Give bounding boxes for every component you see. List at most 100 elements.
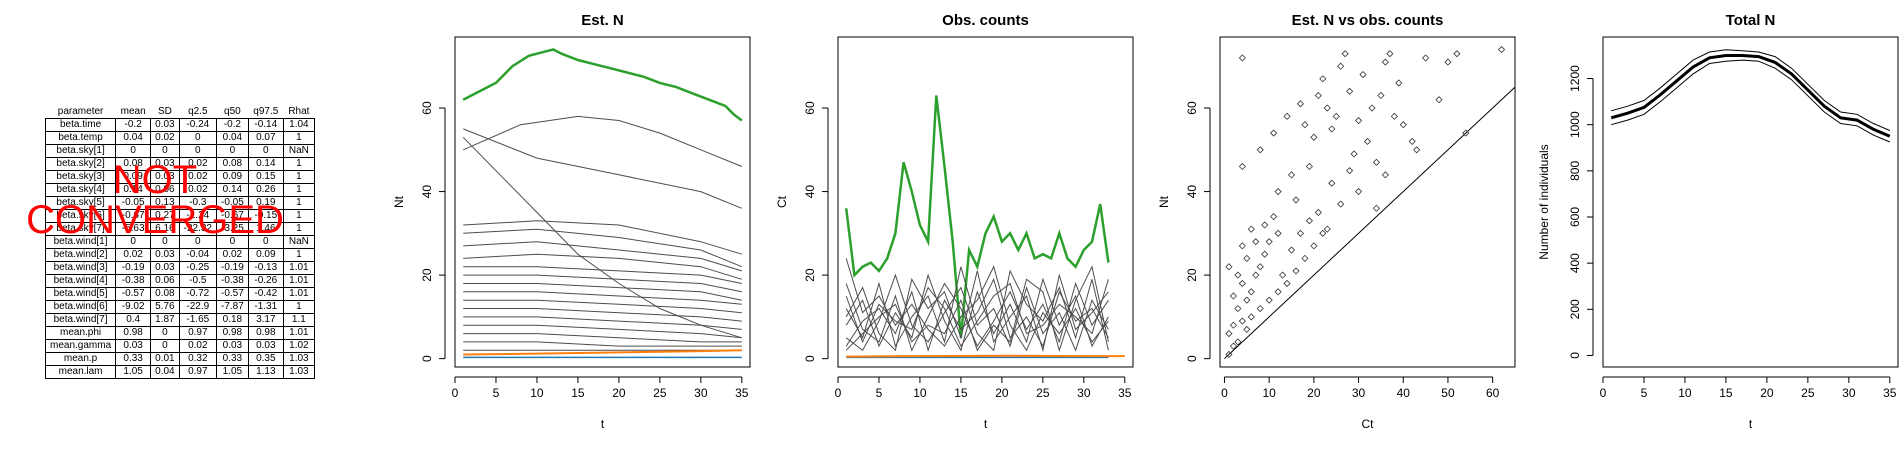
x-tick-label: 30 — [1352, 386, 1366, 400]
column-header: q2.5 — [188, 106, 208, 117]
plot-frame — [454, 36, 751, 368]
table-row: mean.lam 1.05 0.04 0.97 1.05 1.13 1.03 — [44, 365, 315, 379]
chart-title: Obs. counts — [942, 12, 1029, 29]
table-row: beta.time -0.2 0.03 -0.24 -0.2 -0.14 1.04 — [44, 118, 315, 132]
x-tick-label: 5 — [493, 386, 500, 400]
series-line — [845, 269, 1109, 352]
scatter-point — [1252, 238, 1260, 246]
scatter-point — [1341, 50, 1349, 58]
est-vs-obs-chart: Est. N vs obs. counts Ct Nt 0 10 20 30 40 50 60 0 2… — [1157, 12, 1516, 431]
scatter-point — [1229, 292, 1237, 300]
table-body: beta.time -0.2 0.03 -0.24 -0.2 -0.14 1.04 beta.… — [44, 118, 315, 379]
scatter-point — [1381, 171, 1389, 179]
mean-count-line — [463, 349, 742, 356]
series-line — [845, 265, 1109, 353]
scatter-point — [1225, 263, 1233, 271]
x-tick-label: 25 — [1801, 386, 1815, 400]
y-tick-label: 60 — [803, 101, 817, 115]
y-axis-label: Ct — [775, 195, 789, 208]
x-tick-label: 20 — [612, 386, 626, 400]
y-tick-label: 40 — [803, 185, 817, 199]
x-tick-label: 5 — [1641, 386, 1648, 400]
table-row: mean.gamma 0.03 0 0.02 0.03 0.03 1.02 — [44, 339, 315, 353]
series-line — [463, 274, 742, 293]
x-axis: 0 5 10 15 20 25 30 35 — [452, 376, 749, 400]
x-axis: 0 10 20 30 40 50 60 — [1221, 376, 1500, 400]
scatter-point — [1292, 196, 1300, 204]
column-header: parameter — [57, 106, 104, 117]
scatter-point — [1243, 296, 1251, 304]
y-tick-label: 40 — [420, 185, 434, 199]
value-cell: 0.04 — [150, 365, 180, 379]
scatter-point — [1328, 179, 1336, 187]
scatter-point — [1354, 187, 1363, 196]
x-axis-label: t — [601, 417, 605, 431]
column-header: Rhat — [288, 106, 310, 117]
series-line — [462, 115, 742, 167]
x-tick-label: 35 — [735, 386, 749, 400]
mean-line — [1610, 54, 1891, 138]
plot-frame — [1602, 36, 1899, 368]
scatter-point — [1256, 304, 1264, 313]
scatter-point — [1274, 187, 1282, 196]
scatter-point — [1243, 254, 1251, 262]
scatter-point — [1372, 204, 1381, 212]
scatter-point — [1305, 162, 1313, 171]
y-tick-label: 0 — [803, 355, 817, 362]
table-row: beta.sky[1] 0 0 0 0 0 NaN — [44, 144, 315, 158]
y-tick-label: 60 — [420, 101, 434, 115]
column-header: SD — [157, 106, 172, 117]
scatter-point — [1310, 242, 1318, 250]
scatter-point — [1247, 313, 1255, 321]
series-line — [463, 228, 742, 268]
scatter-point — [1350, 150, 1358, 158]
scatter-point — [1422, 54, 1430, 62]
scatter-point — [1346, 87, 1354, 95]
x-axis: 0 5 10 15 20 25 30 35 — [835, 376, 1132, 400]
scatter-point — [1256, 263, 1264, 271]
x-tick-label: 60 — [1486, 386, 1500, 400]
scatter-point — [1283, 279, 1291, 288]
series-line — [463, 308, 742, 322]
y-axis-label: Number of individuals — [1537, 144, 1551, 259]
x-tick-label: 10 — [1678, 386, 1692, 400]
column-header: mean — [120, 106, 146, 117]
chart-title: Est. N — [581, 12, 624, 29]
scatter-point — [1287, 246, 1296, 254]
scatter-point — [1229, 342, 1237, 350]
series-line — [463, 241, 742, 272]
y-tick-label: 0 — [1568, 352, 1582, 359]
scatter-point — [1283, 112, 1291, 120]
scatter-point — [1435, 96, 1443, 104]
est-n-chart: Est. N t Nt 0 5 10 15 20 25 30 35 0 20 40 60 — [392, 12, 751, 431]
scatter-point — [1462, 129, 1470, 137]
scatter-point — [1238, 162, 1246, 171]
series-line — [845, 273, 1109, 352]
x-tick-label: 0 — [1221, 386, 1228, 400]
scatter-point — [1453, 50, 1461, 58]
y-axis: 0 20 40 60 — [1185, 101, 1211, 362]
value-cell: 1.05 — [215, 365, 249, 379]
scatter-point — [1363, 137, 1372, 145]
scatter-point — [1328, 125, 1336, 133]
y-tick-label: 60 — [1185, 101, 1199, 115]
scatter-point — [1310, 133, 1318, 141]
series-line — [845, 279, 1109, 348]
scatter-point — [1270, 213, 1278, 221]
column-header: q50 — [224, 106, 241, 117]
table-row: mean.p 0.33 0.01 0.32 0.33 0.35 1.03 — [44, 352, 315, 366]
x-tick-label: 15 — [954, 386, 968, 400]
series-line — [463, 283, 742, 301]
scatter-point — [1372, 158, 1381, 166]
x-tick-label: 0 — [1600, 386, 1607, 400]
table-header-row: parameter mean SD q2.5 q50 q97.5 Rhat — [46, 105, 315, 119]
scatter-point — [1234, 338, 1242, 346]
x-tick-label: 0 — [835, 386, 842, 400]
y-tick-label: 400 — [1568, 253, 1582, 273]
summary-table: parameter mean SD q2.5 q50 q97.5 Rhat beta.tim… — [44, 105, 315, 379]
chart-title: Est. N vs obs. counts — [1292, 12, 1444, 29]
scatter-point — [1256, 146, 1264, 154]
x-tick-label: 15 — [571, 386, 585, 400]
scatter-point — [1346, 167, 1354, 175]
scatter-point — [1337, 200, 1345, 208]
